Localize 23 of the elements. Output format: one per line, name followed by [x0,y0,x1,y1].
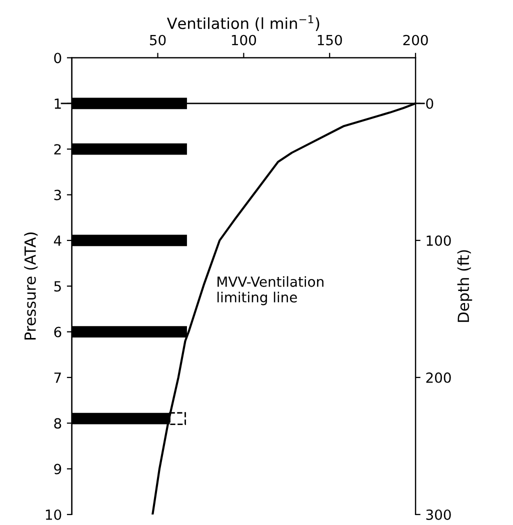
y-tick-label: 5 [54,281,61,292]
y-tick-label: 9 [54,464,62,474]
x-tick-label: 200 [403,34,428,46]
y-tick-label: 10 [46,509,62,520]
y2-tick-label: 300 [426,509,451,520]
y2-axis-title: Depth (ft) [457,250,472,322]
annotation: MVV-Ventilation limiting line [217,276,324,306]
y2-tick-label: 200 [426,372,451,383]
y-tick-label: 7 [54,372,61,383]
y-axis-title: Pressure (ATA) [24,232,38,340]
y-tick-label: 3 [54,190,61,200]
y-tick-label: 8 [54,418,62,429]
y-tick-label: 4 [54,236,62,246]
y-tick-label: 6 [54,326,62,338]
x-tick-label: 50 [150,34,166,46]
x-tick-label: 100 [232,34,256,46]
x-tick-label: 150 [318,34,342,46]
x-axis-title: Ventilation (l min$^{−1}$) [166,15,320,31]
y2-tick-label: 100 [426,235,451,246]
y-tick-label: 0 [54,52,62,64]
y-tick-label: 2 [54,144,61,154]
y2-tick-label: 0 [426,98,434,109]
y-tick-label: 1 [54,98,61,109]
